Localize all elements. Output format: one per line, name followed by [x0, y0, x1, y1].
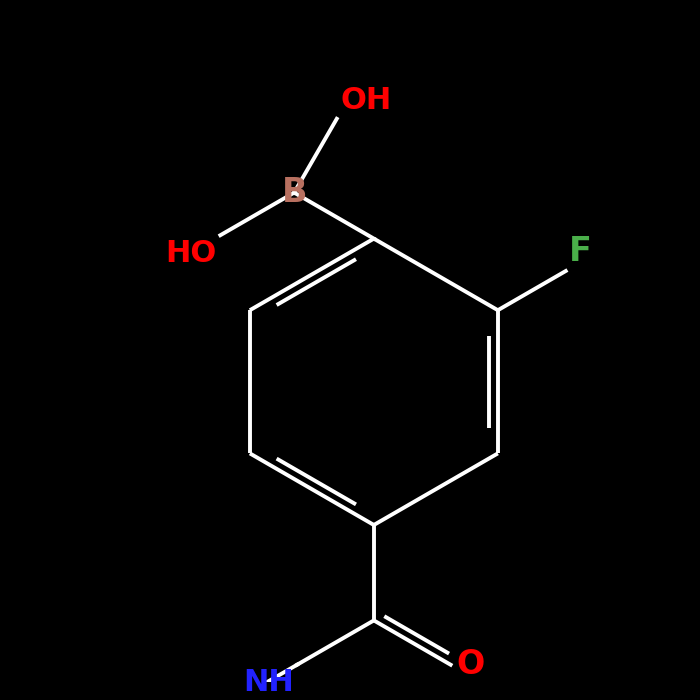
Text: B: B: [281, 176, 307, 209]
Text: NH: NH: [243, 668, 294, 697]
Text: HO: HO: [166, 239, 217, 267]
Text: O: O: [456, 648, 484, 681]
Text: F: F: [569, 234, 592, 267]
Text: OH: OH: [340, 86, 391, 116]
